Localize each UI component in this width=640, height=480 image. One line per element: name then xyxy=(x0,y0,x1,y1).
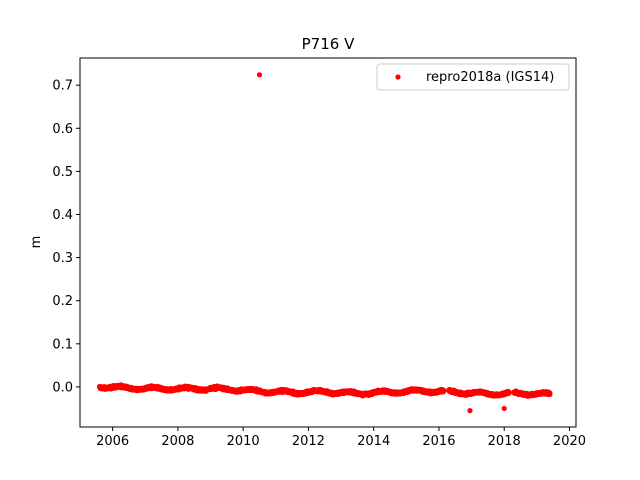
data-point-outlier xyxy=(256,72,263,78)
x-tick-label: 2016 xyxy=(422,434,455,449)
data-point xyxy=(441,388,447,394)
x-tick-label: 2006 xyxy=(96,434,129,449)
y-axis-label: m xyxy=(29,236,44,249)
legend-entry-label: repro2018a (IGS14) xyxy=(426,70,554,85)
y-tick-label: 0.2 xyxy=(52,294,73,309)
x-tick-label: 2014 xyxy=(357,434,390,449)
x-tick-label: 2012 xyxy=(292,434,325,449)
data-point xyxy=(506,390,512,396)
x-tick-label: 2020 xyxy=(553,434,586,449)
y-tick-label: 0.0 xyxy=(52,380,73,395)
chart-title: P716 V xyxy=(302,35,355,53)
data-point xyxy=(547,390,553,396)
y-tick-label: 0.5 xyxy=(52,165,73,180)
x-tick-label: 2008 xyxy=(161,434,194,449)
data-point-outlier xyxy=(467,408,473,414)
legend-marker xyxy=(395,74,401,80)
y-tick-label: 0.3 xyxy=(52,251,73,266)
y-tick-label: 0.1 xyxy=(52,337,73,352)
data-point-outlier xyxy=(501,405,507,412)
y-tick-label: 0.6 xyxy=(52,122,73,137)
y-tick-label: 0.7 xyxy=(52,79,73,94)
x-tick-label: 2018 xyxy=(488,434,521,449)
data-points xyxy=(96,72,553,414)
x-tick-label: 2010 xyxy=(227,434,260,449)
y-tick-label: 0.4 xyxy=(52,208,73,223)
legend: repro2018a (IGS14) xyxy=(376,63,570,91)
